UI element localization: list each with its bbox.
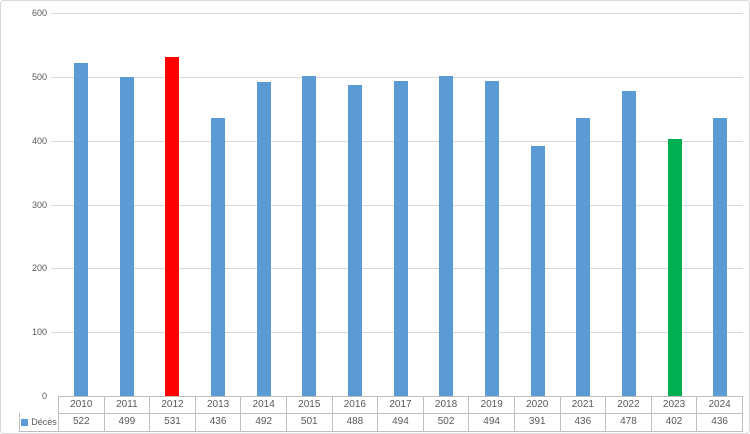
bar-2014	[256, 81, 271, 396]
year-cell: 2015	[287, 397, 333, 413]
year-cell: 2017	[378, 397, 424, 413]
value-cell: 531	[150, 413, 196, 431]
bar-2019	[484, 80, 499, 396]
bar-2010	[73, 62, 88, 396]
bar-2020	[530, 146, 545, 396]
year-cell: 2016	[333, 397, 379, 413]
year-cell: 2014	[241, 397, 287, 413]
value-cell: 494	[469, 413, 515, 431]
y-tick-label: 600	[31, 8, 47, 18]
bar-2018	[439, 75, 454, 396]
year-cell: 2018	[424, 397, 470, 413]
value-cell: 522	[59, 413, 105, 431]
value-cell: 494	[378, 413, 424, 431]
data-table-years-row: 2010 2011 2012 2013 2014 2015 2016 2017 2018 2019…	[58, 396, 743, 414]
data-table-values-row: Décès 522 499 531 436 492 501 488 494 502 494 391 4…	[19, 413, 743, 432]
y-tick-label: 500	[31, 71, 47, 82]
year-cell: 2020	[515, 397, 561, 413]
year-cell: 2010	[59, 397, 105, 413]
bar-2015	[302, 76, 317, 396]
y-tick-label: 0	[41, 391, 47, 401]
bar-2023	[667, 139, 682, 396]
y-tick-label: 300	[31, 199, 47, 210]
value-cell: 436	[561, 413, 607, 431]
value-cell: 501	[287, 413, 333, 431]
value-cell: 502	[424, 413, 470, 431]
value-cell: 391	[515, 413, 561, 431]
bar-2017	[393, 80, 408, 396]
y-tick-label: 400	[31, 135, 47, 146]
bar-2016	[347, 84, 362, 396]
value-cell: 436	[196, 413, 242, 431]
value-cell: 488	[333, 413, 379, 431]
year-cell: 2012	[150, 397, 196, 413]
series-color-swatch	[21, 418, 29, 426]
year-cell: 2022	[606, 397, 652, 413]
value-cell: 492	[241, 413, 287, 431]
plot-area	[58, 13, 743, 396]
year-cell: 2011	[105, 397, 151, 413]
value-cell: 402	[652, 413, 698, 431]
bar-2021	[576, 117, 591, 396]
value-cell: 478	[606, 413, 652, 431]
year-cell: 2024	[697, 397, 743, 413]
series-name-label: Décès	[31, 417, 57, 427]
y-tick-label: 200	[31, 263, 47, 274]
legend-key-cell: Décès	[20, 413, 59, 431]
gridline	[51, 76, 743, 78]
year-cell: 2023	[652, 397, 698, 413]
bar-2012	[165, 57, 180, 396]
bar-2024	[713, 117, 728, 396]
year-cell: 2013	[196, 397, 242, 413]
bar-2013	[210, 117, 225, 396]
bar-2011	[119, 77, 134, 396]
y-tick-label: 100	[31, 327, 47, 338]
value-cell: 499	[105, 413, 151, 431]
year-cell: 2021	[561, 397, 607, 413]
year-cell: 2019	[469, 397, 515, 413]
value-cell: 436	[697, 413, 743, 431]
gridline	[51, 13, 743, 14]
bar-2022	[621, 90, 636, 396]
